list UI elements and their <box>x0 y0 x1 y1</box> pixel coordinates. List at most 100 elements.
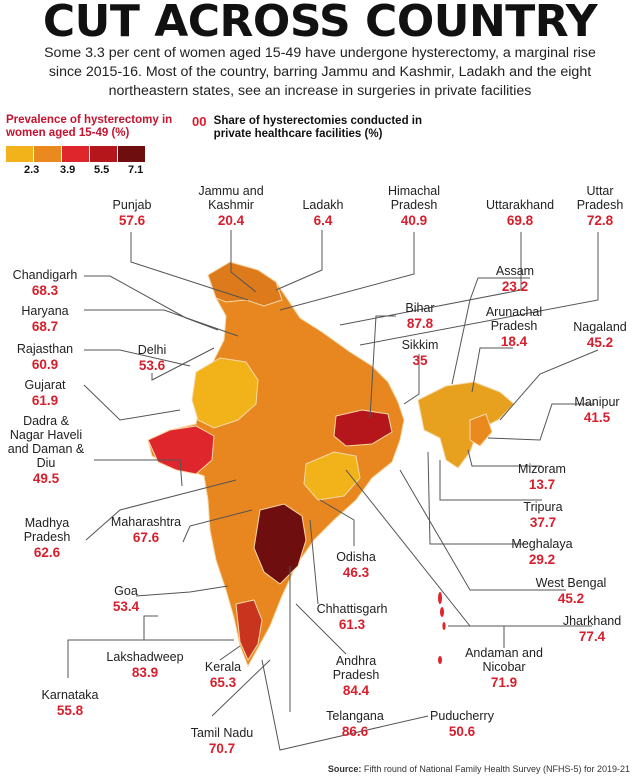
state-name: West Bengal <box>535 576 607 590</box>
state-value: 53.4 <box>112 599 140 614</box>
state-label-ladakh: Ladakh 6.4 <box>296 198 350 229</box>
share-note: 00 Share of hysterectomies conducted in … <box>192 115 424 141</box>
state-label-uttarakhand: Uttarakhand 69.8 <box>470 198 570 229</box>
legend-swatch <box>34 146 61 162</box>
map-region-bihar <box>333 409 393 447</box>
map-region-telangana <box>253 503 307 585</box>
source-label: Source: <box>327 764 362 774</box>
state-label-chhattisgarh: Chhattisgarh 61.3 <box>310 602 394 633</box>
leader-line <box>439 460 542 501</box>
map-region-gujarat <box>147 425 215 475</box>
state-name: Delhi <box>137 343 167 357</box>
leader-line <box>487 403 595 441</box>
leader-line <box>143 615 158 640</box>
state-label-karnataka: Karnataka 55.8 <box>30 688 110 719</box>
state-value: 86.6 <box>341 724 369 739</box>
state-label-jammu-kashmir: Jammu and Kashmir 20.4 <box>186 184 276 229</box>
state-name: Sikkim <box>401 338 439 352</box>
leader-line <box>427 451 526 545</box>
page-title: CUT ACROSS COUNTRY <box>42 0 598 47</box>
state-value: 20.4 <box>217 213 245 228</box>
leader-line <box>219 645 241 661</box>
state-value: 72.8 <box>586 213 614 228</box>
state-name: Lakshadweep <box>106 650 184 664</box>
state-label-goa: Goa 53.4 <box>108 584 144 615</box>
leader-line <box>83 384 181 421</box>
state-value: 69.8 <box>506 213 534 228</box>
state-label-jharkhand: Jharkhand 77.4 <box>550 614 634 645</box>
state-label-dadra-nagar-haveli: Dadra & Nagar Haveli and Daman & Diu 49.5 <box>6 414 86 487</box>
state-name: Dadra & Nagar Haveli and Daman & Diu <box>7 414 85 470</box>
state-name: Andhra Pradesh <box>332 654 380 682</box>
state-value: 60.9 <box>31 357 59 372</box>
state-value: 67.6 <box>132 530 160 545</box>
state-label-puducherry: Puducherry 50.6 <box>420 709 504 740</box>
leader-line <box>279 232 415 311</box>
state-label-punjab: Punjab 57.6 <box>104 198 160 229</box>
leader-line <box>94 459 183 487</box>
state-name: Gujarat <box>24 378 66 392</box>
leader-line <box>369 315 396 419</box>
leader-line <box>499 349 599 421</box>
state-label-tripura: Tripura 37.7 <box>518 500 568 531</box>
leader-line <box>130 232 249 301</box>
state-label-andhra-pradesh: Andhra Pradesh 84.4 <box>326 654 386 699</box>
leader-line <box>275 230 323 291</box>
legend-swatches <box>6 146 146 162</box>
state-name: Assam <box>495 264 535 278</box>
state-value: 40.9 <box>400 213 428 228</box>
state-label-tamil-nadu: Tamil Nadu 70.7 <box>184 726 260 757</box>
leader-line <box>471 347 513 393</box>
state-label-andaman-nicobar: Andaman and Nicobar 71.9 <box>458 646 550 691</box>
state-label-sikkim: Sikkim 35 <box>396 338 444 369</box>
state-name: Rajasthan <box>16 342 74 356</box>
map-region-south <box>235 599 263 662</box>
leader-line <box>309 519 319 605</box>
leader-line <box>399 469 566 591</box>
state-value: 84.4 <box>342 683 370 698</box>
state-value: 87.8 <box>406 316 434 331</box>
state-name: Kerala <box>204 660 242 674</box>
state-label-uttar-pradesh: Uttar Pradesh 72.8 <box>570 184 630 229</box>
state-name: Tamil Nadu <box>190 726 254 740</box>
source-note: Source: Fifth round of National Family H… <box>328 764 630 774</box>
map-region-jharkhand <box>303 451 361 501</box>
state-value: 57.6 <box>118 213 146 228</box>
state-value: 13.7 <box>528 477 556 492</box>
leader-line <box>85 479 237 541</box>
legend-tick: 5.5 <box>94 164 110 176</box>
state-value: 68.3 <box>31 283 59 298</box>
map-region-nagaland <box>469 413 493 447</box>
state-label-madhya-pradesh: Madhya Pradesh 62.6 <box>12 516 82 561</box>
state-name: Chandigarh <box>12 268 78 282</box>
state-name: Ladakh <box>302 198 344 212</box>
legend-tick: 3.9 <box>60 164 76 176</box>
state-name: Maharashtra <box>110 515 182 529</box>
leader-line <box>319 499 355 546</box>
state-label-delhi: Delhi 53.6 <box>126 343 178 374</box>
state-value: 18.4 <box>500 334 528 349</box>
state-name: Meghalaya <box>511 537 573 551</box>
share-note-text: Share of hysterectomies conducted in pri… <box>213 115 423 140</box>
state-value: 68.7 <box>31 319 59 334</box>
state-value: 35 <box>412 353 428 368</box>
state-label-arunachal-pradesh: Arunachal Pradesh 18.4 <box>478 305 550 350</box>
leader-line <box>261 659 429 751</box>
leader-line <box>67 639 234 678</box>
state-value: 55.8 <box>56 703 84 718</box>
state-value: 70.7 <box>208 741 236 756</box>
map-region-northeast <box>417 381 515 469</box>
state-value: 23.2 <box>501 279 529 294</box>
state-label-gujarat: Gujarat 61.9 <box>6 378 84 409</box>
state-label-chandigarh: Chandigarh 68.3 <box>6 268 84 299</box>
state-value: 37.7 <box>529 515 557 530</box>
leader-line <box>135 585 229 597</box>
state-name: Karnataka <box>41 688 99 702</box>
leader-line <box>448 625 505 648</box>
leader-line <box>295 603 347 655</box>
state-name: Jammu and Kashmir <box>198 184 264 212</box>
state-name: Andaman and Nicobar <box>465 646 543 674</box>
state-label-lakshadweep: Lakshadweep 83.9 <box>100 650 190 681</box>
state-label-telangana: Telangana 86.6 <box>320 709 390 740</box>
